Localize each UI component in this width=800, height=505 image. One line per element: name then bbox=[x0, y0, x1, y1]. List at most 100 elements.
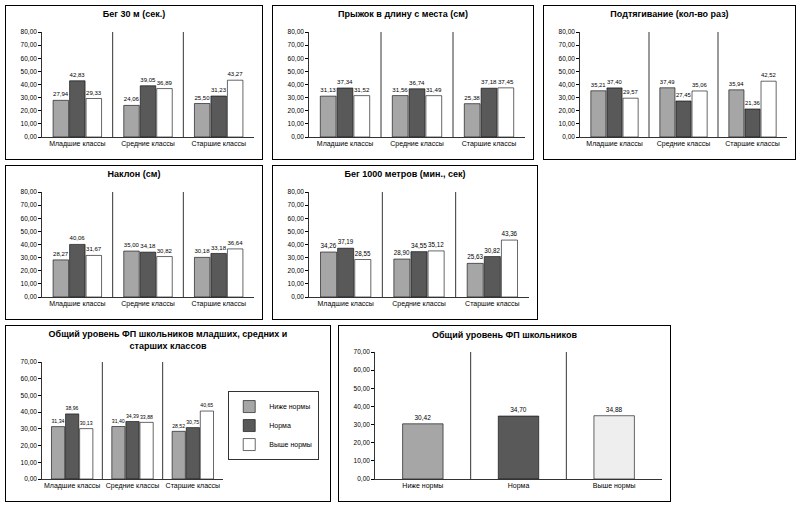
svg-text:40,00: 40,00 bbox=[559, 81, 576, 88]
svg-text:Старшие классы: Старшие классы bbox=[191, 140, 245, 148]
svg-text:Средние классы: Средние классы bbox=[106, 482, 160, 490]
svg-text:31,52: 31,52 bbox=[354, 86, 370, 93]
svg-text:30,00: 30,00 bbox=[288, 94, 305, 101]
svg-text:80,00: 80,00 bbox=[288, 188, 305, 195]
svg-text:40,00: 40,00 bbox=[288, 241, 305, 248]
svg-text:43,36: 43,36 bbox=[501, 230, 517, 237]
svg-text:37,34: 37,34 bbox=[337, 78, 353, 85]
svg-text:25,38: 25,38 bbox=[464, 94, 480, 101]
svg-text:20,00: 20,00 bbox=[288, 107, 305, 114]
svg-text:34,18: 34,18 bbox=[140, 243, 156, 249]
svg-text:30,42: 30,42 bbox=[415, 414, 432, 421]
svg-text:80,00: 80,00 bbox=[559, 28, 576, 35]
svg-text:70,00: 70,00 bbox=[288, 201, 305, 208]
svg-text:30,00: 30,00 bbox=[559, 94, 576, 101]
svg-text:28,55: 28,55 bbox=[355, 250, 371, 257]
svg-text:60,00: 60,00 bbox=[21, 375, 38, 382]
svg-text:50,00: 50,00 bbox=[21, 228, 38, 235]
svg-text:Старшие классы: Старшие классы bbox=[465, 300, 519, 308]
svg-text:Младшие классы: Младшие классы bbox=[317, 140, 373, 148]
svg-text:35,06: 35,06 bbox=[692, 82, 707, 88]
svg-text:40,00: 40,00 bbox=[21, 408, 38, 415]
svg-text:20,00: 20,00 bbox=[559, 107, 576, 114]
svg-text:10,00: 10,00 bbox=[559, 120, 576, 127]
svg-text:Старшие классы: Старшие классы bbox=[191, 300, 245, 308]
svg-text:10,00: 10,00 bbox=[21, 280, 38, 287]
svg-text:30,00: 30,00 bbox=[21, 254, 38, 261]
svg-text:30,82: 30,82 bbox=[484, 247, 500, 254]
svg-text:40,65: 40,65 bbox=[200, 402, 213, 408]
svg-text:31,67: 31,67 bbox=[86, 246, 102, 252]
svg-text:Младшие классы: Младшие классы bbox=[586, 140, 642, 148]
svg-text:10,00: 10,00 bbox=[21, 120, 38, 127]
svg-text:Выше нормы: Выше нормы bbox=[593, 482, 636, 490]
svg-text:50,00: 50,00 bbox=[288, 228, 305, 235]
svg-text:Выше нормы: Выше нормы bbox=[269, 441, 312, 449]
svg-text:50,00: 50,00 bbox=[21, 392, 38, 399]
svg-text:37,45: 37,45 bbox=[498, 78, 514, 85]
svg-text:30,75: 30,75 bbox=[186, 419, 199, 425]
svg-text:29,33: 29,33 bbox=[86, 90, 102, 96]
svg-text:40,00: 40,00 bbox=[288, 81, 305, 88]
svg-text:0,00: 0,00 bbox=[291, 293, 304, 300]
svg-text:30,00: 30,00 bbox=[21, 425, 38, 432]
svg-text:Младшие классы: Младшие классы bbox=[49, 140, 105, 148]
svg-text:60,00: 60,00 bbox=[354, 366, 371, 373]
svg-text:Подтягивание (кол-во раз): Подтягивание (кол-во раз) bbox=[610, 9, 728, 19]
svg-text:36,74: 36,74 bbox=[409, 79, 425, 86]
svg-text:Бег 30 м (сек.): Бег 30 м (сек.) bbox=[103, 9, 165, 19]
svg-text:30,18: 30,18 bbox=[194, 248, 210, 254]
svg-text:0,00: 0,00 bbox=[562, 133, 575, 140]
svg-text:80,00: 80,00 bbox=[288, 28, 305, 35]
svg-text:Старшие классы: Старшие классы bbox=[166, 482, 220, 490]
svg-text:60,00: 60,00 bbox=[288, 55, 305, 62]
svg-text:37,19: 37,19 bbox=[338, 238, 354, 245]
svg-text:43,27: 43,27 bbox=[227, 71, 243, 77]
svg-text:70,00: 70,00 bbox=[288, 41, 305, 48]
svg-text:40,00: 40,00 bbox=[21, 241, 38, 248]
svg-text:30,82: 30,82 bbox=[157, 248, 173, 254]
svg-text:Ниже нормы: Ниже нормы bbox=[269, 403, 310, 411]
svg-text:30,13: 30,13 bbox=[80, 420, 93, 426]
svg-text:34,26: 34,26 bbox=[321, 242, 337, 249]
svg-text:80,00: 80,00 bbox=[21, 188, 38, 195]
svg-text:20,00: 20,00 bbox=[21, 267, 38, 274]
svg-text:0,00: 0,00 bbox=[24, 475, 37, 482]
svg-text:40,06: 40,06 bbox=[70, 235, 86, 241]
svg-text:80,00: 80,00 bbox=[21, 28, 38, 35]
svg-text:Старшие классы: Старшие классы bbox=[462, 140, 516, 148]
svg-text:35,21: 35,21 bbox=[591, 82, 606, 88]
svg-text:70,00: 70,00 bbox=[21, 41, 38, 48]
svg-text:25,63: 25,63 bbox=[467, 253, 483, 260]
svg-text:20,00: 20,00 bbox=[21, 442, 38, 449]
svg-text:0,00: 0,00 bbox=[291, 133, 304, 140]
svg-text:70,00: 70,00 bbox=[21, 201, 38, 208]
svg-text:60,00: 60,00 bbox=[21, 215, 38, 222]
svg-text:35,94: 35,94 bbox=[729, 81, 744, 87]
svg-text:60,00: 60,00 bbox=[288, 215, 305, 222]
svg-text:Средние классы: Средние классы bbox=[390, 140, 444, 148]
svg-text:42,52: 42,52 bbox=[761, 72, 776, 78]
svg-text:28,52: 28,52 bbox=[172, 423, 185, 429]
svg-text:37,40: 37,40 bbox=[607, 79, 622, 85]
svg-text:25,50: 25,50 bbox=[194, 95, 210, 101]
svg-text:29,57: 29,57 bbox=[623, 89, 638, 95]
svg-text:38,96: 38,96 bbox=[66, 405, 79, 411]
svg-text:28,90: 28,90 bbox=[394, 249, 410, 256]
svg-text:Младшие классы: Младшие классы bbox=[317, 300, 373, 308]
svg-text:21,36: 21,36 bbox=[745, 100, 760, 106]
svg-text:39,05: 39,05 bbox=[140, 77, 156, 83]
svg-text:50,00: 50,00 bbox=[21, 68, 38, 75]
svg-text:33,18: 33,18 bbox=[211, 245, 227, 251]
svg-text:Младшие классы: Младшие классы bbox=[49, 300, 105, 308]
svg-text:50,00: 50,00 bbox=[559, 68, 576, 75]
svg-text:Старшие классы: Старшие классы bbox=[725, 140, 779, 148]
svg-text:Средние классы: Средние классы bbox=[657, 140, 711, 148]
svg-text:20,00: 20,00 bbox=[288, 267, 305, 274]
svg-text:34,70: 34,70 bbox=[510, 406, 527, 413]
svg-text:Наклон (см): Наклон (см) bbox=[108, 169, 161, 179]
svg-text:70,00: 70,00 bbox=[21, 358, 38, 365]
svg-text:Младшие классы: Младшие классы bbox=[44, 482, 100, 490]
svg-text:34,39: 34,39 bbox=[126, 413, 139, 419]
svg-text:42,83: 42,83 bbox=[70, 72, 86, 78]
